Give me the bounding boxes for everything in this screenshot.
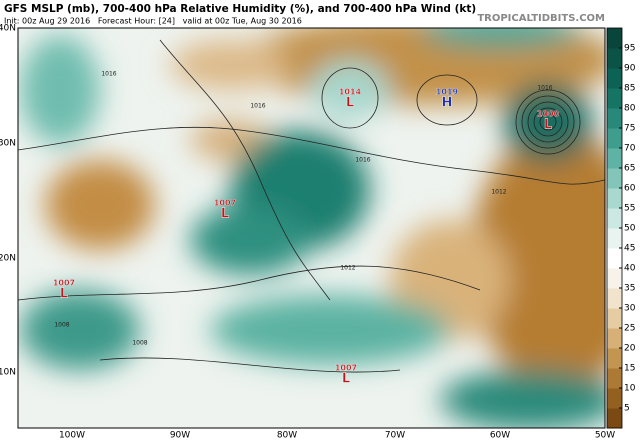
- colorbar-tick-label: 85: [624, 84, 635, 94]
- pressure-center: L: [346, 96, 354, 111]
- colorbar-swatch: [607, 228, 622, 249]
- pressure-value: 1007: [214, 199, 236, 208]
- colorbar-tick-label: 80: [624, 104, 636, 114]
- colorbar-tick-label: 50: [624, 224, 636, 234]
- colorbar-swatch: [607, 188, 622, 209]
- longitude-label: 90W: [170, 431, 190, 441]
- latitude-label: 40N: [0, 24, 16, 34]
- latitude-label: 20N: [0, 254, 16, 264]
- isobar-label: 1012: [340, 265, 355, 272]
- colorbar-swatch: [607, 288, 622, 309]
- longitude-label: 70W: [385, 431, 405, 441]
- pressure-value: 1019: [436, 88, 459, 97]
- pressure-center: L: [342, 372, 350, 387]
- colorbar-tick-label: 30: [624, 304, 636, 314]
- colorbar-swatch: [607, 348, 622, 369]
- colorbar-tick-label: 25: [624, 324, 635, 334]
- longitude-label: 80W: [277, 431, 297, 441]
- credit: TROPICALTIDBITS.COM: [477, 13, 605, 24]
- pressure-center: L: [60, 287, 68, 302]
- colorbar-swatch: [607, 128, 622, 149]
- isobar-label: 1012: [491, 189, 506, 196]
- colorbar-swatch: [607, 28, 622, 49]
- colorbar-swatch: [607, 368, 622, 389]
- longitude-label: 50W: [595, 431, 615, 441]
- colorbar-swatch: [607, 388, 622, 409]
- isobar-label: 1016: [355, 157, 370, 164]
- colorbar-tick-label: 10: [624, 384, 636, 394]
- longitude-label: 60W: [490, 431, 510, 441]
- colorbar-tick-label: 40: [624, 264, 636, 274]
- colorbar-swatch: [607, 148, 622, 169]
- colorbar-tick-label: 60: [624, 184, 636, 194]
- colorbar-tick-label: 20: [624, 344, 636, 354]
- colorbar-swatch: [607, 108, 622, 129]
- colorbar-tick-label: 95: [624, 44, 635, 54]
- pressure-value: 1007: [53, 279, 75, 288]
- latitude-label: 30N: [0, 139, 16, 149]
- colorbar-swatch: [607, 248, 622, 269]
- colorbar-swatch: [607, 308, 622, 329]
- colorbar-swatch: [607, 408, 622, 429]
- colorbar-tick-label: 45: [624, 244, 635, 254]
- isobar-label: 1008: [54, 322, 69, 329]
- colorbar-tick-label: 65: [624, 164, 635, 174]
- latitude-label: 10N: [0, 368, 16, 378]
- pressure-value: 1007: [335, 364, 357, 373]
- colorbar-tick-label: 70: [624, 144, 636, 154]
- colorbar-swatch: [607, 208, 622, 229]
- colorbar-swatch: [607, 328, 622, 349]
- colorbar-tick-label: 35: [624, 284, 635, 294]
- colorbar-swatch: [607, 268, 622, 289]
- pressure-center: H: [442, 96, 453, 111]
- colorbar-swatch: [607, 48, 622, 69]
- colorbar-swatch: [607, 88, 622, 109]
- colorbar-tick-label: 55: [624, 204, 635, 214]
- pressure-center: L: [544, 118, 552, 133]
- colorbar-tick-label: 15: [624, 364, 635, 374]
- subtitle: Init: 00z Aug 29 2016 Forecast Hour: [24…: [4, 17, 302, 26]
- colorbar-tick-label: 75: [624, 124, 635, 134]
- pressure-center: L: [221, 207, 229, 222]
- isobar-label: 1016: [250, 103, 265, 110]
- humidity-field: [18, 28, 605, 428]
- colorbar-tick-label: 5: [624, 404, 630, 414]
- longitude-label: 100W: [59, 431, 85, 441]
- isobar-label: 1008: [132, 340, 147, 347]
- isobar-label: 1016: [537, 85, 552, 92]
- colorbar-swatch: [607, 168, 622, 189]
- colorbar-tick-label: 90: [624, 64, 636, 74]
- isobar-label: 1016: [101, 71, 116, 78]
- pressure-value: 1014: [339, 88, 362, 97]
- colorbar-swatch: [607, 68, 622, 89]
- pressure-value: 1000: [537, 110, 560, 119]
- title: GFS MSLP (mb), 700-400 hPa Relative Humi…: [4, 3, 476, 15]
